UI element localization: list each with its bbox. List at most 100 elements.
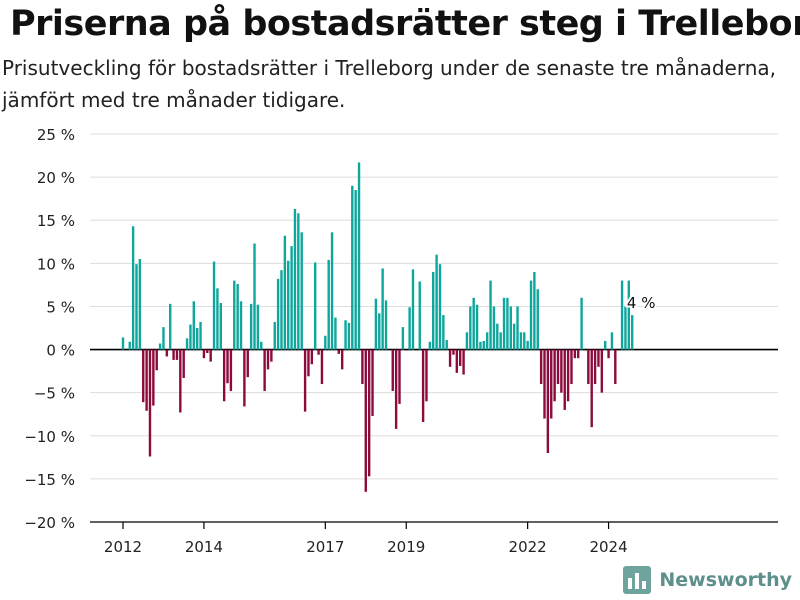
bar xyxy=(155,349,158,371)
bar xyxy=(479,341,482,350)
x-tick-label: 2024 xyxy=(589,538,627,556)
bar xyxy=(367,349,371,477)
bar xyxy=(162,327,165,350)
bar xyxy=(499,332,502,350)
bar xyxy=(212,261,216,350)
bar xyxy=(489,280,492,350)
bar xyxy=(442,315,445,350)
bar xyxy=(361,349,364,385)
bar xyxy=(600,349,604,393)
bar xyxy=(516,306,519,350)
bar xyxy=(587,349,590,385)
bar xyxy=(307,349,310,377)
bar xyxy=(425,349,428,402)
bar xyxy=(280,270,283,350)
annotations: 4 % xyxy=(625,292,658,314)
bar xyxy=(459,349,462,366)
bar xyxy=(539,349,543,385)
bar xyxy=(560,349,563,393)
bar xyxy=(502,297,506,350)
bar xyxy=(630,315,634,350)
bar xyxy=(185,338,189,350)
bar xyxy=(435,254,438,350)
bar xyxy=(523,332,526,350)
bar xyxy=(337,349,341,354)
x-tick-label: 2022 xyxy=(509,538,547,556)
bar xyxy=(263,349,266,391)
x-tick-label: 2017 xyxy=(306,538,344,556)
bar xyxy=(432,271,435,350)
bar xyxy=(142,349,145,403)
bar xyxy=(394,349,398,429)
bar xyxy=(253,243,256,350)
bar xyxy=(145,349,148,411)
bar xyxy=(421,349,425,422)
bar xyxy=(371,349,374,416)
bar xyxy=(199,321,202,350)
bar xyxy=(364,349,367,492)
bar xyxy=(401,327,405,350)
bars xyxy=(121,162,634,492)
bar xyxy=(165,349,169,357)
y-tick-label: 10 % xyxy=(37,255,75,273)
bar xyxy=(391,349,394,391)
bar xyxy=(287,260,290,350)
bar xyxy=(624,306,627,350)
bar xyxy=(121,337,125,350)
bar-chart-logo-icon xyxy=(623,566,652,594)
bar xyxy=(553,349,556,402)
bar xyxy=(324,335,327,350)
bar xyxy=(448,349,452,367)
bar xyxy=(374,298,378,350)
bar xyxy=(475,304,479,350)
y-tick-label: 15 % xyxy=(37,212,75,230)
bar xyxy=(597,349,600,367)
bar xyxy=(340,349,344,370)
bar xyxy=(566,349,570,402)
bar xyxy=(462,349,465,375)
bar xyxy=(381,268,384,350)
bar xyxy=(303,349,307,412)
bar xyxy=(573,349,577,359)
bar xyxy=(593,349,597,385)
bar xyxy=(610,332,614,350)
bar xyxy=(270,349,273,362)
bar xyxy=(310,349,314,365)
bar xyxy=(327,259,330,350)
bar xyxy=(519,332,523,350)
last-value-label: 4 % xyxy=(627,294,656,312)
bar xyxy=(455,349,459,373)
bar xyxy=(428,341,432,350)
x-axis: 2012 2014 2017 2019 2022 2024 xyxy=(90,521,778,556)
bar xyxy=(266,349,270,370)
bar xyxy=(276,278,280,350)
bar xyxy=(577,349,580,359)
y-tick-label: −5 % xyxy=(34,385,75,403)
bar xyxy=(469,306,472,350)
bar xyxy=(604,340,607,350)
bar xyxy=(533,271,536,350)
bar xyxy=(219,303,222,350)
bar xyxy=(452,349,455,355)
bar xyxy=(222,349,226,402)
chart-subtitle: Prisutveckling för bostadsrätter i Trell… xyxy=(2,56,776,112)
bar xyxy=(320,349,324,385)
bar xyxy=(131,226,135,350)
bar xyxy=(233,280,236,350)
bar xyxy=(138,259,142,350)
bar xyxy=(529,280,533,350)
x-tick-label: 2014 xyxy=(185,538,223,556)
bar xyxy=(526,340,529,350)
bar xyxy=(169,303,172,350)
bar xyxy=(418,281,421,350)
y-tick-label: −10 % xyxy=(24,428,75,446)
bar xyxy=(314,262,317,350)
bar xyxy=(354,190,357,350)
bar xyxy=(550,349,553,419)
bar xyxy=(128,341,131,350)
bar xyxy=(351,185,354,350)
bar xyxy=(509,306,512,350)
bar xyxy=(152,349,155,406)
bar xyxy=(216,288,219,350)
